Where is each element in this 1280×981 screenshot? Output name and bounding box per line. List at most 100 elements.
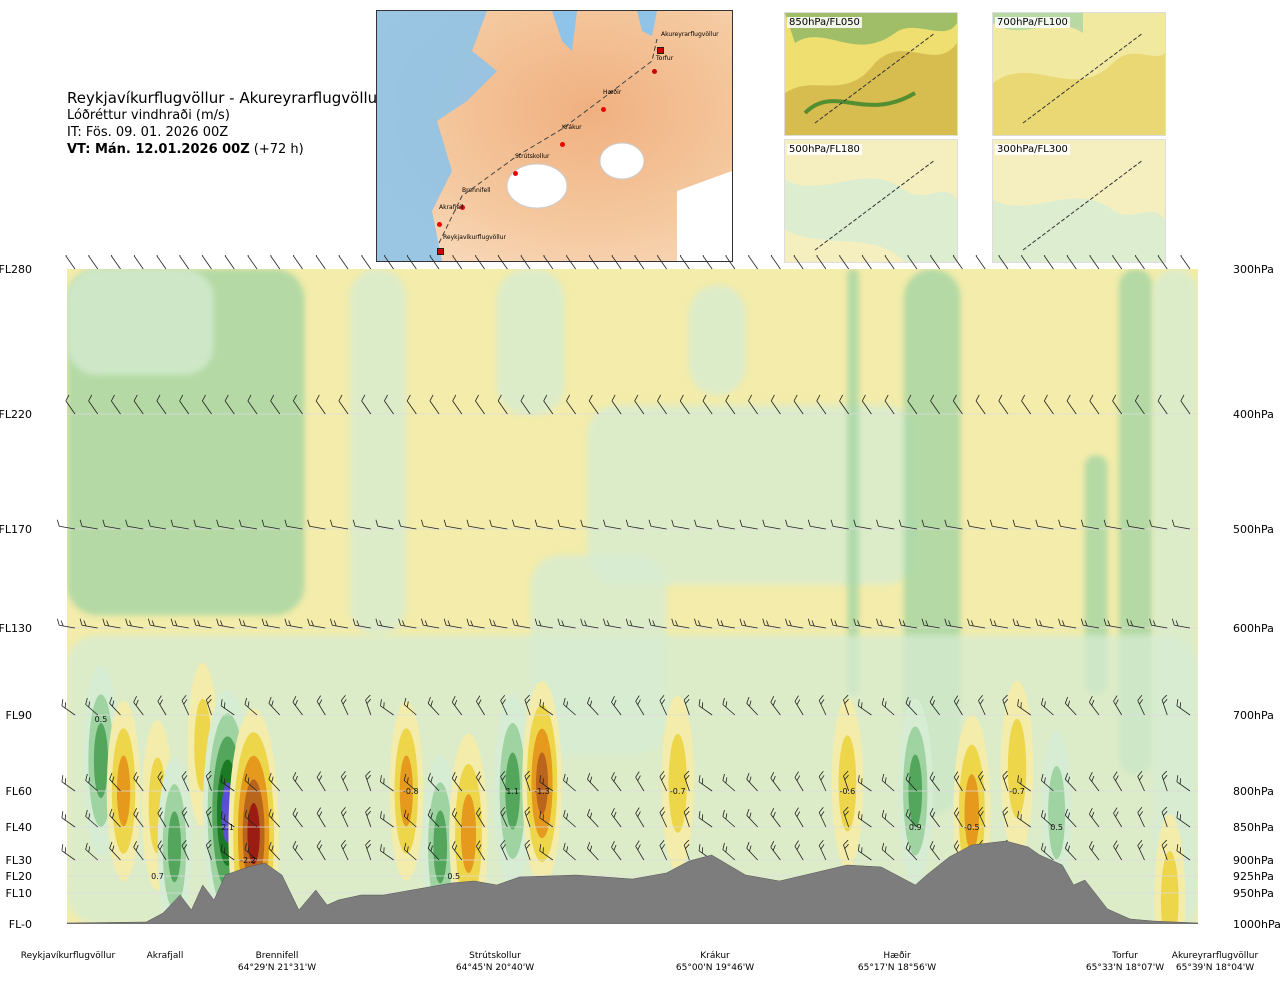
wind-barb <box>881 773 895 792</box>
wind-barb <box>292 808 303 828</box>
wind-barb <box>1089 255 1100 270</box>
wind-barb <box>110 394 121 415</box>
wind-barb <box>244 773 258 792</box>
wind-barb <box>65 394 76 415</box>
wind-barb <box>1137 770 1145 792</box>
wind-barb <box>202 394 212 415</box>
wind-barb <box>451 808 463 828</box>
wind-barb <box>770 696 781 716</box>
wind-barb <box>557 618 576 629</box>
wind-barb <box>657 394 667 415</box>
wind-barbs <box>56 255 1191 861</box>
wind-barb <box>293 394 303 415</box>
wind-barb <box>898 618 918 629</box>
left-axis-label: FL60 <box>6 785 32 798</box>
level-map-500: 500hPa/FL180 <box>784 139 958 263</box>
wind-barb <box>489 618 508 629</box>
wind-barb <box>1002 770 1009 792</box>
wind-barb <box>694 519 713 530</box>
wind-barb <box>352 519 371 530</box>
value-label: 1.1 <box>506 787 519 796</box>
value-label: -2.2 <box>240 856 256 865</box>
wind-barb <box>1021 255 1032 270</box>
wind-barb <box>1134 394 1145 415</box>
wind-barb <box>671 618 690 629</box>
right-axis-label: 400hPa <box>1233 408 1274 421</box>
value-label: -0.6 <box>840 787 856 796</box>
wind-barb <box>1112 255 1123 270</box>
wind-barb <box>679 394 690 415</box>
wind-barb <box>857 844 872 861</box>
location-coord: 65°33'N 18°07'W <box>1085 963 1165 973</box>
velocity-cell <box>668 733 687 833</box>
level-map-850-svg <box>785 13 957 135</box>
wind-barb <box>102 618 121 629</box>
wind-barb <box>452 394 463 415</box>
velocity-cell <box>167 811 182 883</box>
wind-barb <box>247 394 258 415</box>
map-point-1: Torfur <box>652 55 673 78</box>
wind-barb <box>611 808 622 828</box>
wind-barb <box>953 771 963 792</box>
wind-barb <box>746 772 758 792</box>
wind-barb <box>202 255 212 270</box>
wind-barb <box>524 770 531 792</box>
wind-barb <box>403 773 417 792</box>
wind-barb <box>746 841 758 861</box>
wind-barb <box>1012 618 1031 629</box>
wind-barb <box>476 807 485 828</box>
wind-barb <box>603 519 622 530</box>
wind-barb <box>475 255 485 270</box>
wind-barb <box>476 695 485 716</box>
wind-barb <box>580 618 599 629</box>
bg-band <box>496 269 565 415</box>
wind-barb <box>580 519 599 530</box>
wind-barb <box>659 770 667 792</box>
wind-barb <box>898 519 918 530</box>
wind-barb <box>884 255 895 270</box>
wind-barb <box>427 808 440 828</box>
wind-barb <box>1035 618 1054 629</box>
wind-barb <box>539 699 554 716</box>
wind-barb <box>316 807 326 828</box>
title-block: Reykjavíkurflugvöllur - Akureyrarflugvöl… <box>67 90 383 158</box>
wind-barb <box>451 696 463 716</box>
wind-barb <box>156 394 167 415</box>
wind-barb <box>220 811 235 828</box>
wind-barb <box>65 255 76 270</box>
wind-barb <box>451 841 463 861</box>
wind-barb <box>722 773 736 792</box>
wind-barb <box>671 519 690 530</box>
wind-barb <box>978 806 986 828</box>
wind-barb <box>722 842 736 861</box>
wind-barb <box>170 519 189 530</box>
wind-barb <box>1157 394 1168 415</box>
wind-barb <box>79 618 98 629</box>
wind-barb <box>588 255 599 270</box>
wind-barb <box>557 519 576 530</box>
wind-barb <box>1149 618 1168 629</box>
wind-barb <box>1161 694 1168 716</box>
map-point-7: Reykjavíkurflugvöllur <box>437 234 506 259</box>
wind-barb <box>1064 841 1077 861</box>
wind-barb <box>365 694 372 716</box>
wind-barb <box>975 394 986 415</box>
wind-barb <box>352 618 371 629</box>
wind-barb <box>748 255 758 270</box>
value-label: -0.7 <box>670 787 686 796</box>
wind-barb <box>398 519 417 530</box>
wind-barb <box>1012 519 1031 530</box>
wind-barb <box>807 618 826 629</box>
right-axis-label: 900hPa <box>1233 854 1274 867</box>
bg-band <box>349 269 407 635</box>
wind-barb <box>843 694 850 716</box>
wind-barb <box>1088 772 1100 792</box>
wind-barb <box>722 697 736 716</box>
wind-barb <box>657 255 667 270</box>
wind-barb <box>1113 771 1123 792</box>
wind-barb <box>157 695 167 716</box>
wind-barb <box>340 694 349 716</box>
wind-barb <box>403 697 417 716</box>
location-coord: 65°39'N 18°04'W <box>1175 963 1255 973</box>
wind-barb <box>270 394 281 415</box>
